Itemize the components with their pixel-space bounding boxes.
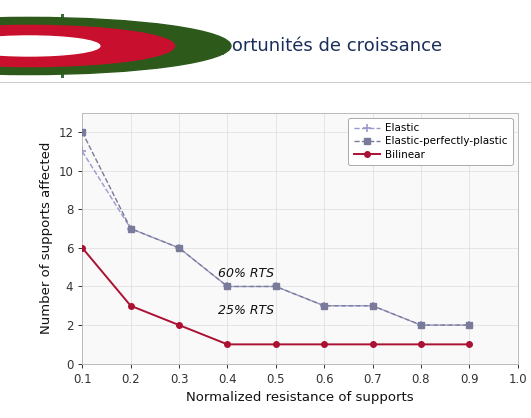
- Elastic: [79, 149, 85, 154]
- Line: Elastic: Elastic: [78, 147, 474, 329]
- Elastic: [370, 303, 376, 308]
- Bilinear: [466, 342, 473, 347]
- Elastic-perfectly-plastic: [321, 303, 328, 308]
- Text: Miser sur nos opportunités de croissance: Miser sur nos opportunités de croissance: [72, 37, 442, 55]
- Y-axis label: Number of supports affected: Number of supports affected: [40, 142, 53, 334]
- Elastic-perfectly-plastic: [79, 130, 85, 135]
- Text: 25% RTS: 25% RTS: [218, 303, 274, 316]
- Elastic: [272, 284, 279, 289]
- Elastic-perfectly-plastic: [272, 284, 279, 289]
- Bilinear: [176, 323, 182, 328]
- Elastic: [127, 226, 134, 231]
- Line: Bilinear: Bilinear: [80, 245, 472, 347]
- Elastic: [224, 284, 230, 289]
- Legend: Elastic, Elastic-perfectly-plastic, Bilinear: Elastic, Elastic-perfectly-plastic, Bili…: [348, 118, 512, 165]
- Elastic: [321, 303, 328, 308]
- Elastic-perfectly-plastic: [418, 323, 424, 328]
- Circle shape: [0, 18, 231, 74]
- X-axis label: Normalized resistance of supports: Normalized resistance of supports: [186, 391, 414, 404]
- Elastic-perfectly-plastic: [224, 284, 230, 289]
- Text: 60% RTS: 60% RTS: [218, 267, 274, 280]
- Circle shape: [0, 25, 175, 66]
- Bilinear: [79, 245, 85, 250]
- Elastic: [418, 323, 424, 328]
- Elastic-perfectly-plastic: [127, 226, 134, 231]
- Bilinear: [370, 342, 376, 347]
- Bilinear: [321, 342, 328, 347]
- Elastic-perfectly-plastic: [176, 245, 182, 250]
- Line: Elastic-perfectly-plastic: Elastic-perfectly-plastic: [80, 130, 472, 328]
- Bilinear: [272, 342, 279, 347]
- Circle shape: [0, 36, 100, 56]
- Elastic: [466, 323, 473, 328]
- FancyBboxPatch shape: [61, 14, 64, 78]
- Elastic-perfectly-plastic: [466, 323, 473, 328]
- Bilinear: [418, 342, 424, 347]
- Elastic: [176, 245, 182, 250]
- Bilinear: [127, 303, 134, 308]
- Elastic-perfectly-plastic: [370, 303, 376, 308]
- Bilinear: [224, 342, 230, 347]
